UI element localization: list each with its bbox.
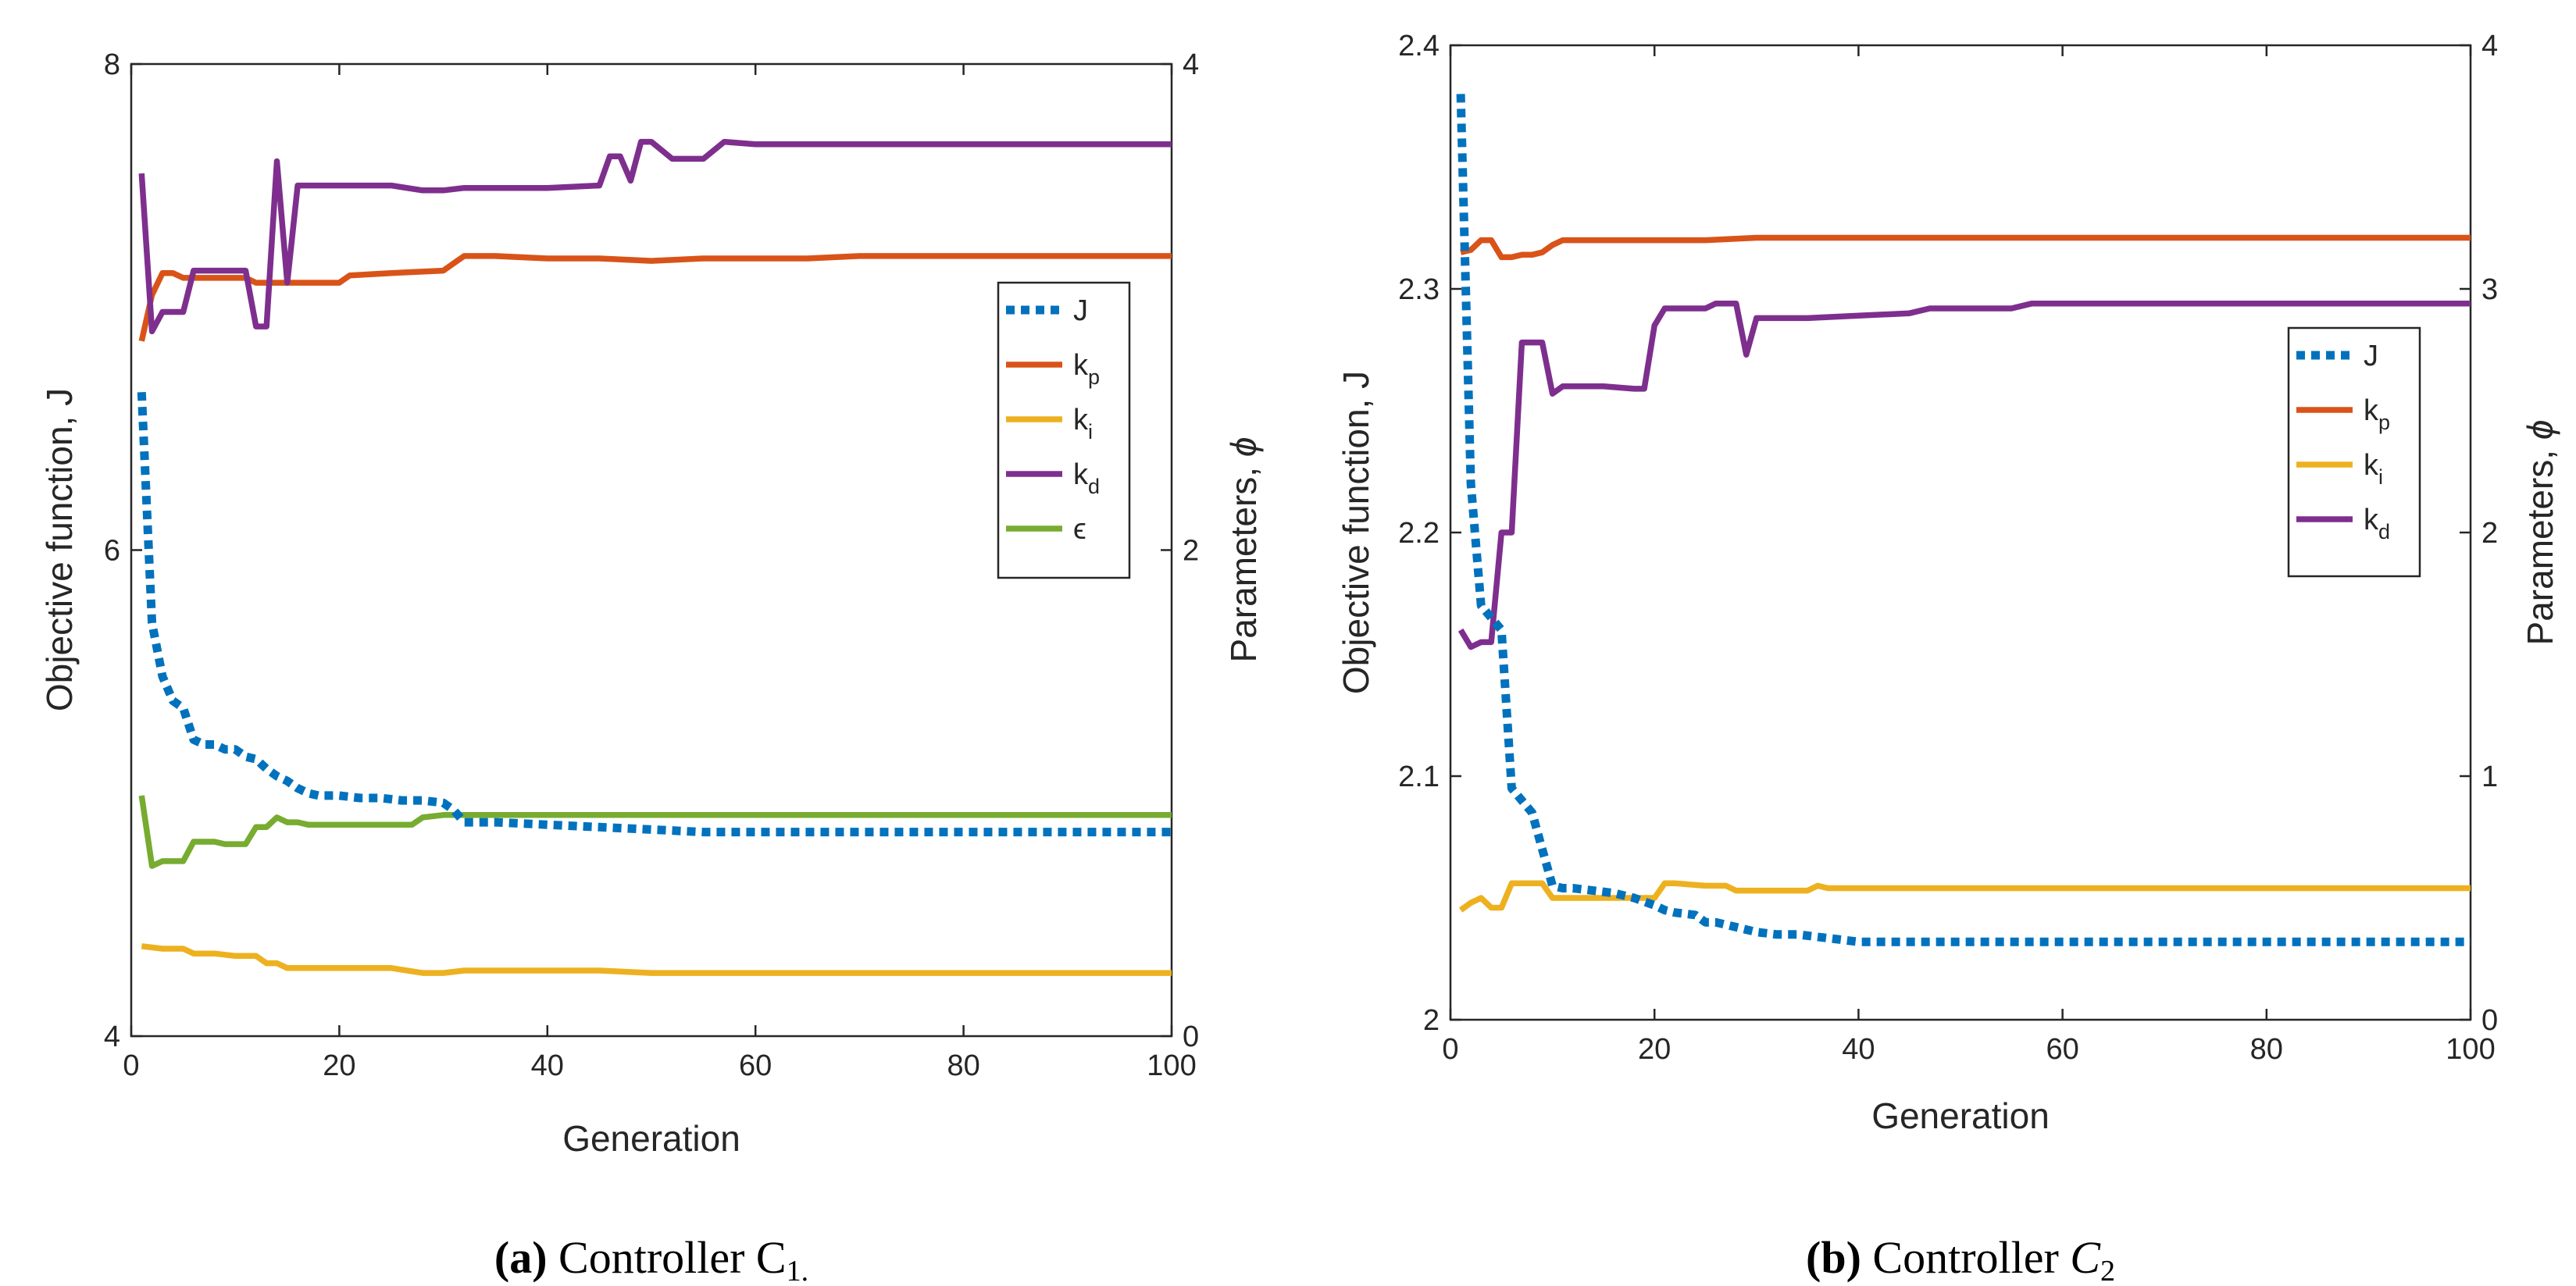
caption-a: (a) Controller C1.: [494, 1232, 808, 1286]
legend-label-ki-b: ki: [2364, 449, 2383, 489]
x-tick-label-a: 40: [531, 1049, 564, 1082]
y-tick-left-label-b: 2: [1423, 1004, 1440, 1037]
panel-b: 0 20 40 60 80 100 2 2.1 2.2 2.3 2.4 0 1 2 3 4 Generatio…: [1336, 30, 2560, 1286]
caption-a-space: [548, 1232, 559, 1283]
y-axis-right-label-text-a: Parameters,: [1223, 457, 1264, 662]
legend-label-kd-b: kd: [2364, 504, 2390, 543]
y-tick-right-label-b: 2: [2481, 517, 2498, 550]
y-tick-left-label-a: 8: [104, 48, 120, 81]
caption-b-space2: [2059, 1232, 2071, 1283]
caption-b-sym: C: [2070, 1232, 2101, 1283]
series-group-b: [1456, 94, 2471, 946]
legend-label-J-a: J: [1073, 294, 1088, 327]
y-tick-left-label-b: 2.2: [1398, 517, 1440, 550]
series-line-kd-b: [1457, 300, 2471, 650]
y-axis-right-label-text-b: Parameters,: [2520, 440, 2560, 645]
legend-main-eps-a: ϵ: [1073, 513, 1086, 546]
x-tick-label-a: 60: [739, 1049, 772, 1082]
caption-b-sub: 2: [2100, 1255, 2115, 1286]
y-axis-right-label-b: Parameters, ϕ: [2520, 420, 2560, 646]
legend-box-b: [2287, 326, 2421, 578]
series-line-kp-a: [138, 253, 1172, 342]
legend-label-kp-a: kp: [1073, 349, 1100, 389]
legend-sub-ki-a: i: [1088, 420, 1093, 444]
legend-sub-kp-b: p: [2378, 411, 2390, 434]
legend-label-J-b: J: [2364, 340, 2378, 372]
series-line-kd-a: [138, 138, 1172, 335]
x-tick-label-b: 0: [1442, 1033, 1458, 1066]
legend-sub-kd-a: d: [1088, 475, 1100, 498]
legend-main-J-a: J: [1073, 294, 1088, 327]
caption-b-text: Controller: [1872, 1232, 2058, 1283]
legend-label-kd-a: kd: [1073, 458, 1100, 498]
y-tick-right-label-a: 0: [1183, 1021, 1199, 1053]
legend-label-eps-a: ϵ: [1073, 513, 1086, 546]
x-tick-label-a: 0: [123, 1049, 139, 1082]
legend-main-kp-a: k: [1073, 349, 1089, 382]
legend-main-ki-b: k: [2364, 449, 2379, 482]
y-tick-right-label-b: 0: [2481, 1004, 2498, 1037]
caption-b-label: (b): [1806, 1232, 1861, 1283]
series-line-J-a: [137, 391, 1172, 837]
phi-symbol-b: ϕ: [2520, 420, 2560, 440]
legend-main-ki-a: k: [1073, 404, 1089, 436]
y-tick-left-label-b: 2.3: [1398, 273, 1440, 306]
series-line-J-b: [1456, 94, 2471, 946]
series-line-kp-b: [1460, 234, 2471, 261]
y-tick-right-label-a: 2: [1183, 535, 1199, 568]
x-tick-label-b: 60: [2046, 1033, 2078, 1066]
series-line-ki-b: [1458, 880, 2471, 913]
y-tick-left-label-a: 6: [104, 535, 120, 568]
caption-a-label: (a): [494, 1232, 548, 1283]
x-tick-label-b: 80: [2250, 1033, 2283, 1066]
x-tick-label-b: 40: [1842, 1033, 1875, 1066]
legend-label-ki-a: ki: [1073, 404, 1093, 444]
x-tick-label-a: 80: [947, 1049, 979, 1082]
legend-sub-kd-b: d: [2378, 520, 2390, 543]
y-tick-right-label-b: 3: [2481, 273, 2498, 306]
tick-group-b: 0 20 40 60 80 100 2 2.1 2.2 2.3 2.4 0 1 2 3 4: [1398, 30, 2498, 1066]
caption-b: (b) Controller C2: [1806, 1232, 2115, 1286]
y-axis-left-label-a: Objective function, J: [39, 388, 80, 711]
x-tick-label-b: 20: [1638, 1033, 1671, 1066]
x-tick-label-b: 100: [2446, 1033, 2495, 1066]
caption-a-sym: C: [756, 1232, 787, 1283]
phi-symbol-a: ϕ: [1223, 437, 1264, 458]
caption-a-space2: [744, 1232, 756, 1283]
y-tick-right-label-b: 1: [2481, 761, 2498, 793]
y-axis-right-label-a: Parameters, ϕ: [1223, 437, 1264, 663]
caption-b-space: [1861, 1232, 1873, 1283]
series-line-ki-a: [141, 943, 1172, 976]
caption-a-text: Controller: [558, 1232, 744, 1283]
legend-sub-ki-b: i: [2378, 465, 2383, 489]
y-tick-left-label-a: 4: [104, 1021, 120, 1053]
caption-a-sub: 1.: [787, 1255, 809, 1286]
legend-main-kp-b: k: [2364, 394, 2379, 427]
y-tick-right-label-a: 4: [1183, 48, 1199, 81]
legend-main-J-b: J: [2364, 340, 2378, 372]
series-group-a: [137, 138, 1172, 976]
x-tick-label-a: 20: [323, 1049, 355, 1082]
legend-main-kd-a: k: [1073, 458, 1089, 491]
legend-sub-kp-a: p: [1088, 365, 1100, 389]
y-tick-right-label-b: 4: [2481, 30, 2498, 62]
series-line-eps-a: [138, 795, 1172, 869]
x-axis-label-b: Generation: [1871, 1095, 2050, 1136]
y-tick-left-label-b: 2.1: [1398, 761, 1440, 793]
legend-main-kd-b: k: [2364, 504, 2379, 536]
legend-label-kp-b: kp: [2364, 394, 2390, 434]
y-axis-left-label-b: Objective function, J: [1336, 371, 1376, 694]
x-tick-label-a: 100: [1147, 1049, 1196, 1082]
legend-box-a: [997, 281, 1131, 579]
x-axis-label-a: Generation: [562, 1118, 740, 1159]
y-tick-left-label-b: 2.4: [1398, 30, 1440, 62]
